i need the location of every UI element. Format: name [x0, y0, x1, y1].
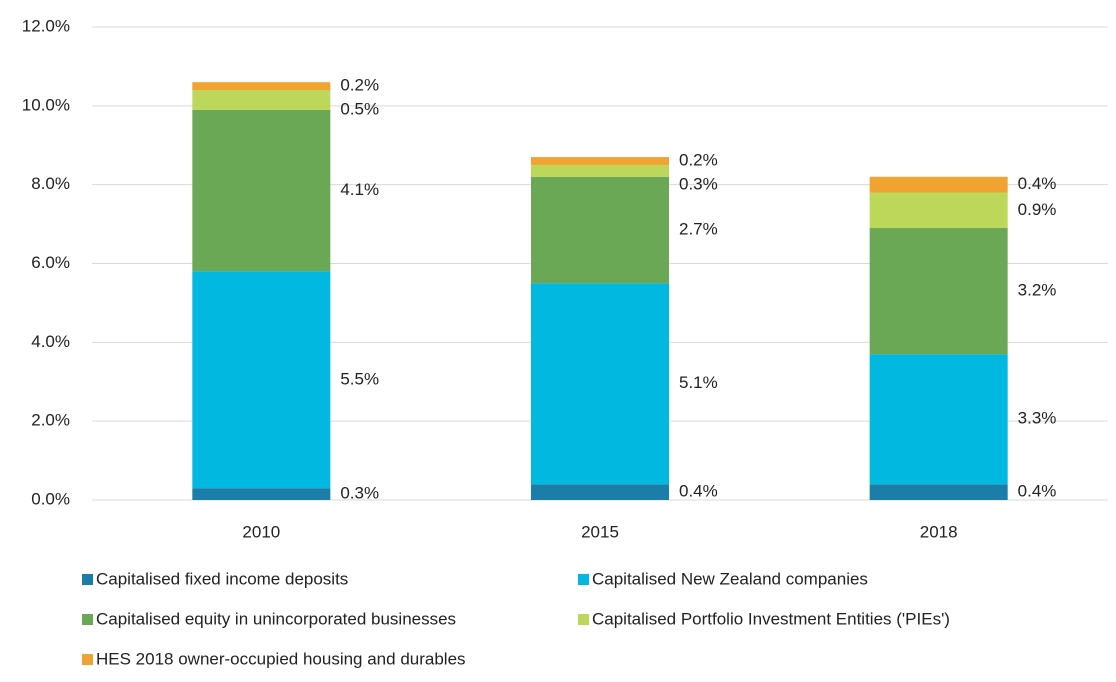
- legend-label: Capitalised Portfolio Investment Entitie…: [592, 609, 950, 628]
- bar-segment: [531, 176, 669, 284]
- bar-segment: [869, 176, 1008, 193]
- legend-swatch: [82, 654, 93, 665]
- bar-segment: [869, 484, 1008, 500]
- y-tick-label: 10.0%: [22, 95, 70, 114]
- legend-label: HES 2018 owner-occupied housing and dura…: [96, 649, 466, 668]
- bar-segment: [192, 82, 331, 91]
- data-label: 2.7%: [679, 219, 718, 238]
- data-label: 0.2%: [679, 151, 718, 170]
- data-label: 4.1%: [340, 180, 379, 199]
- data-label: 0.5%: [340, 100, 379, 119]
- y-tick-label: 6.0%: [31, 253, 70, 272]
- data-label: 0.3%: [679, 175, 718, 194]
- legend-label: Capitalised New Zealand companies: [592, 569, 868, 588]
- data-label: 0.4%: [679, 482, 718, 501]
- data-label: 0.9%: [1018, 200, 1057, 219]
- y-tick-label: 2.0%: [31, 411, 70, 430]
- legend-label: Capitalised fixed income deposits: [96, 569, 348, 588]
- bar-segment: [192, 109, 331, 272]
- x-tick-label: 2018: [920, 522, 958, 541]
- data-label: 3.3%: [1018, 409, 1057, 428]
- bar-segment: [531, 283, 669, 485]
- data-label: 5.5%: [340, 369, 379, 388]
- legend-label: Capitalised equity in unincorporated bus…: [96, 609, 456, 628]
- bar-segment: [531, 164, 669, 177]
- data-label: 0.3%: [340, 484, 379, 503]
- bar-segment: [192, 488, 331, 500]
- legend-swatch: [578, 614, 589, 625]
- y-tick-label: 0.0%: [31, 489, 70, 508]
- bar-segment: [531, 157, 669, 165]
- data-label: 0.4%: [1018, 482, 1057, 501]
- data-label: 0.2%: [340, 76, 379, 95]
- data-label: 5.1%: [679, 373, 718, 392]
- bar-segment: [869, 192, 1008, 229]
- bar-segment: [192, 90, 331, 110]
- legend-swatch: [82, 574, 93, 585]
- y-tick-label: 8.0%: [31, 174, 70, 193]
- legend-swatch: [578, 574, 589, 585]
- bar-segment: [869, 228, 1008, 355]
- x-tick-label: 2010: [242, 522, 280, 541]
- y-tick-label: 4.0%: [31, 332, 70, 351]
- bar-segment: [531, 484, 669, 500]
- bar-segment: [869, 354, 1008, 485]
- x-tick-label: 2015: [581, 522, 619, 541]
- data-label: 3.2%: [1018, 281, 1057, 300]
- legend-swatch: [82, 614, 93, 625]
- data-label: 0.4%: [1018, 174, 1057, 193]
- y-tick-label: 12.0%: [22, 16, 70, 35]
- bar-segment: [192, 271, 331, 489]
